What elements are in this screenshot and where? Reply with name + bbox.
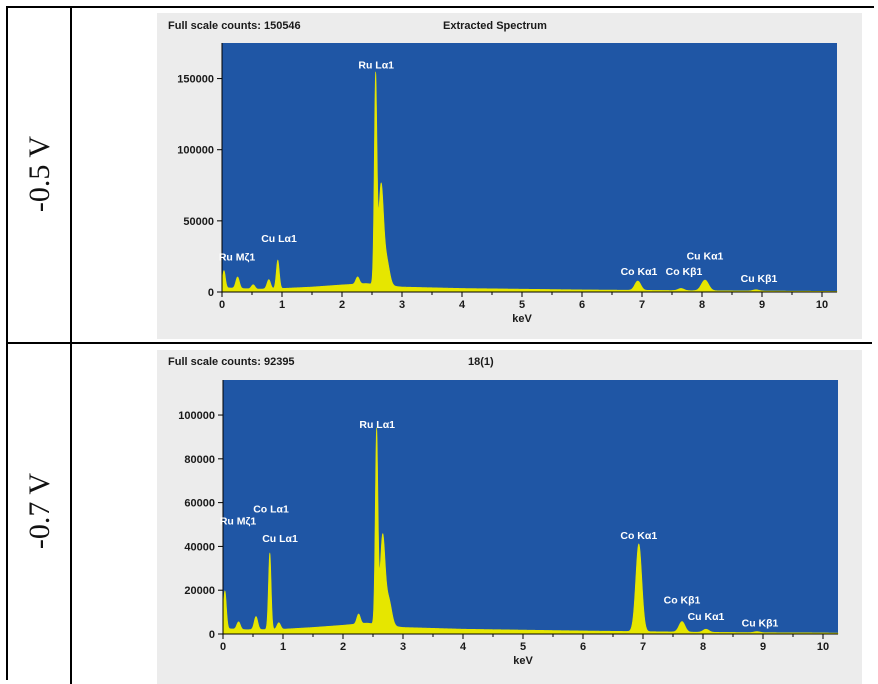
x-tick-label: 8 [699,299,705,311]
y-tick-label: 60000 [184,498,215,510]
peak-label: Co Kα1 [620,530,657,542]
spectrum-panel-2: Full scale counts: 92395 18(1) 0 1 2 3 4 5 6 7 8… [157,350,862,684]
voltage-label-row1: -0.5 V [23,135,56,213]
peak-label: Co Kα1 [621,266,658,278]
x-tick-label: 2 [339,299,345,311]
y-tick-label: 150000 [177,74,214,86]
peak-label: Ru Mζ1 [220,516,256,528]
x-tick-label: 5 [519,299,525,311]
spectrum-area-series [222,427,839,635]
y-tick-label: 80000 [184,454,215,466]
x-tick-label: 6 [579,299,585,311]
x-tick-label: 9 [760,641,766,653]
x-tick-label: 2 [340,641,346,653]
peak-label: Cu Lα1 [261,233,297,245]
column-divider [70,6,72,684]
x-tick-label: 1 [279,299,285,311]
full-scale-counts-2: Full scale counts: 92395 [168,356,295,368]
voltage-label-row2: -0.7 V [23,472,56,550]
y-tick-label: 0 [208,287,214,299]
y-tick-label: 20000 [184,585,215,597]
x-tick-label: 3 [400,641,406,653]
peak-label: Ru Lα1 [359,419,395,431]
x-tick-label: 7 [639,299,645,311]
spectrum-chart-2: 0 1 2 3 4 5 6 7 8 9 10 keV 0 20000 40000 60000 80000 1000… [178,380,839,667]
y-tick-label: 100000 [178,410,215,422]
x-axis-label: keV [512,313,532,325]
peak-label: Cu Kα1 [688,611,725,623]
x-axis-label: keV [513,655,533,667]
x-tick-label: 9 [759,299,765,311]
peak-label: Co Kβ1 [666,266,703,278]
y-tick-label: 40000 [184,541,215,553]
peak-label: Cu Lα1 [262,533,298,545]
x-tick-label: 4 [460,641,467,653]
spectrum-panel-1: Full scale counts: 150546 Extracted Spec… [157,13,862,339]
spectrum-area-series [221,71,838,293]
plot-area [223,380,838,634]
peak-label: Ru Mζ1 [219,252,255,264]
spectrum-chart-1: 0 1 2 3 4 5 6 7 8 9 10 keV 0 50000 100000 150000 Ru Mζ1 C… [177,43,838,325]
row-divider [6,342,872,344]
peak-label: Co Lα1 [253,503,289,515]
peak-label: Ru Lα1 [358,60,394,72]
x-tick-label: 7 [640,641,646,653]
peak-label: Cu Kα1 [687,250,724,262]
peak-label: Cu Kβ1 [742,617,779,629]
peak-label: Co Kβ1 [664,594,701,606]
x-tick-label: 0 [219,299,225,311]
x-tick-label: 6 [580,641,586,653]
spectrum-title-2: 18(1) [468,356,494,368]
spectrum-title-1: Extracted Spectrum [443,20,547,32]
peak-label: Cu Kβ1 [741,273,778,285]
x-tick-label: 10 [816,299,828,311]
x-tick-label: 5 [520,641,526,653]
x-tick-label: 3 [399,299,405,311]
x-tick-label: 10 [817,641,829,653]
x-tick-label: 8 [700,641,706,653]
y-tick-label: 100000 [177,145,214,157]
x-tick-label: 0 [220,641,226,653]
plot-area [222,43,837,292]
full-scale-counts-1: Full scale counts: 150546 [168,20,301,32]
y-tick-label: 0 [209,629,215,641]
x-tick-label: 1 [280,641,286,653]
x-tick-label: 4 [459,299,466,311]
y-tick-label: 50000 [183,216,214,228]
